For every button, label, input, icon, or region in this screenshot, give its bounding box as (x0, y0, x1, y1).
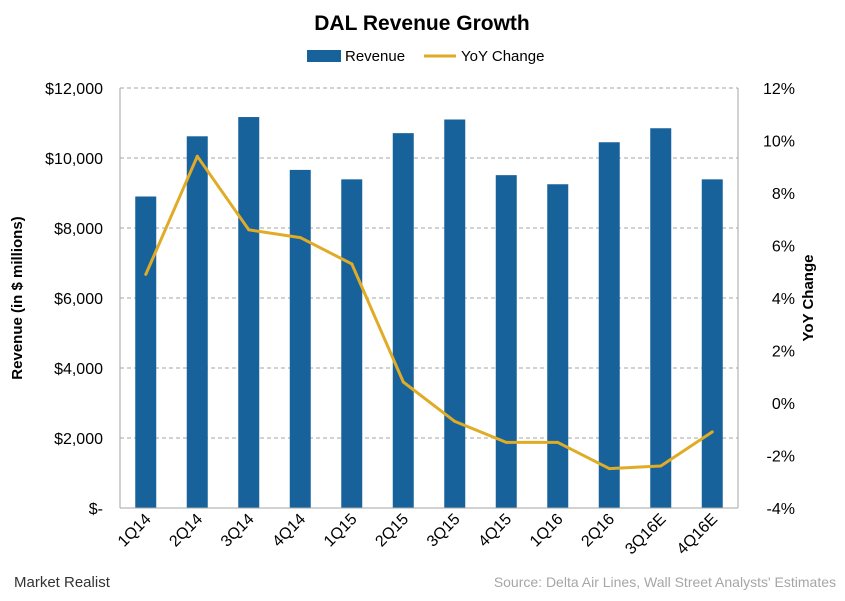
yoy-point-1Q14 (144, 272, 148, 276)
x-tick-2Q15: 2Q15 (372, 511, 412, 551)
y-tick-right: 4% (772, 291, 795, 308)
yoy-point-4Q15 (504, 440, 508, 444)
y-tick-right: 6% (772, 239, 795, 256)
x-tick-1Q16: 1Q16 (527, 511, 567, 551)
bar-4Q14 (289, 169, 311, 508)
y-tick-right: 8% (772, 186, 795, 203)
x-tick-3Q14: 3Q14 (218, 511, 258, 551)
bar-1Q14 (135, 196, 157, 508)
y-tick-right: 2% (772, 344, 795, 361)
y-tick-right: 12% (763, 81, 795, 98)
y-tick-right: -4% (767, 501, 795, 518)
yoy-point-3Q15 (453, 419, 457, 423)
y-tick-right: 0% (772, 396, 795, 413)
x-tick-4Q14: 4Q14 (269, 511, 309, 551)
y-tick-left: $4,000 (54, 361, 103, 378)
bar-series-revenue (135, 117, 723, 509)
bar-4Q15 (495, 175, 517, 508)
gridlines (120, 87, 738, 439)
y-tick-left: $6,000 (54, 291, 103, 308)
x-tick-2Q16: 2Q16 (578, 511, 618, 551)
y-tick-left: $8,000 (54, 221, 103, 238)
yoy-point-2Q15 (401, 380, 405, 384)
bar-2Q16 (598, 142, 620, 508)
yoy-point-4Q14 (298, 236, 302, 240)
yoy-point-3Q14 (247, 228, 251, 232)
x-tick-3Q16E: 3Q16E (622, 511, 669, 558)
y-tick-left: $- (89, 501, 103, 518)
x-tick-1Q15: 1Q15 (321, 511, 361, 551)
line-series-yoy (144, 154, 714, 471)
yoy-point-4Q16E (710, 430, 714, 434)
bar-2Q14 (186, 136, 208, 509)
bar-1Q15 (341, 179, 363, 508)
yoy-point-1Q15 (350, 262, 354, 266)
x-tick-4Q16E: 4Q16E (674, 511, 721, 558)
chart-title: DAL Revenue Growth (314, 12, 529, 35)
brand-logo-text: Market Realist (14, 574, 111, 591)
x-axis-ticks: 1Q14 2Q14 3Q14 4Q14 1Q15 2Q15 3Q15 4Q15 1Q16 2Q16… (115, 511, 721, 558)
y-tick-left: $10,000 (45, 151, 103, 168)
left-axis-ticks: $- $2,000 $4,000 $6,000 $8,000 $10,000 $12,000 (45, 81, 103, 518)
yoy-point-3Q16E (659, 464, 663, 468)
legend-swatch-revenue (307, 50, 341, 62)
legend: Revenue YoY Change (307, 48, 544, 65)
x-tick-1Q14: 1Q14 (115, 511, 155, 551)
bar-3Q15 (444, 119, 466, 508)
y-axis-title-left: Revenue (in $ millions) (9, 216, 26, 379)
x-tick-4Q15: 4Q15 (475, 511, 515, 551)
bar-3Q16E (650, 128, 672, 508)
yoy-point-1Q16 (556, 440, 560, 444)
bar-1Q16 (547, 184, 569, 508)
y-tick-right: 10% (763, 134, 795, 151)
axes (119, 88, 739, 509)
yoy-point-2Q16 (607, 467, 611, 471)
bar-3Q14 (238, 117, 260, 509)
bar-2Q15 (392, 133, 414, 508)
y-tick-left: $12,000 (45, 81, 103, 98)
yoy-point-2Q14 (195, 154, 199, 158)
y-tick-left: $2,000 (54, 431, 103, 448)
y-tick-right: -2% (767, 449, 795, 466)
x-tick-3Q15: 3Q15 (424, 511, 464, 551)
legend-label-revenue: Revenue (345, 48, 405, 65)
legend-label-yoy: YoY Change (461, 48, 544, 65)
yoy-line (144, 154, 714, 471)
source-note: Source: Delta Air Lines, Wall Street Ana… (494, 574, 836, 590)
x-tick-2Q14: 2Q14 (166, 511, 206, 551)
right-axis-ticks: -4% -2% 0% 2% 4% 6% 8% 10% 12% (763, 81, 795, 518)
bar-4Q16E (701, 179, 723, 508)
y-axis-title-right: YoY Change (800, 255, 817, 342)
